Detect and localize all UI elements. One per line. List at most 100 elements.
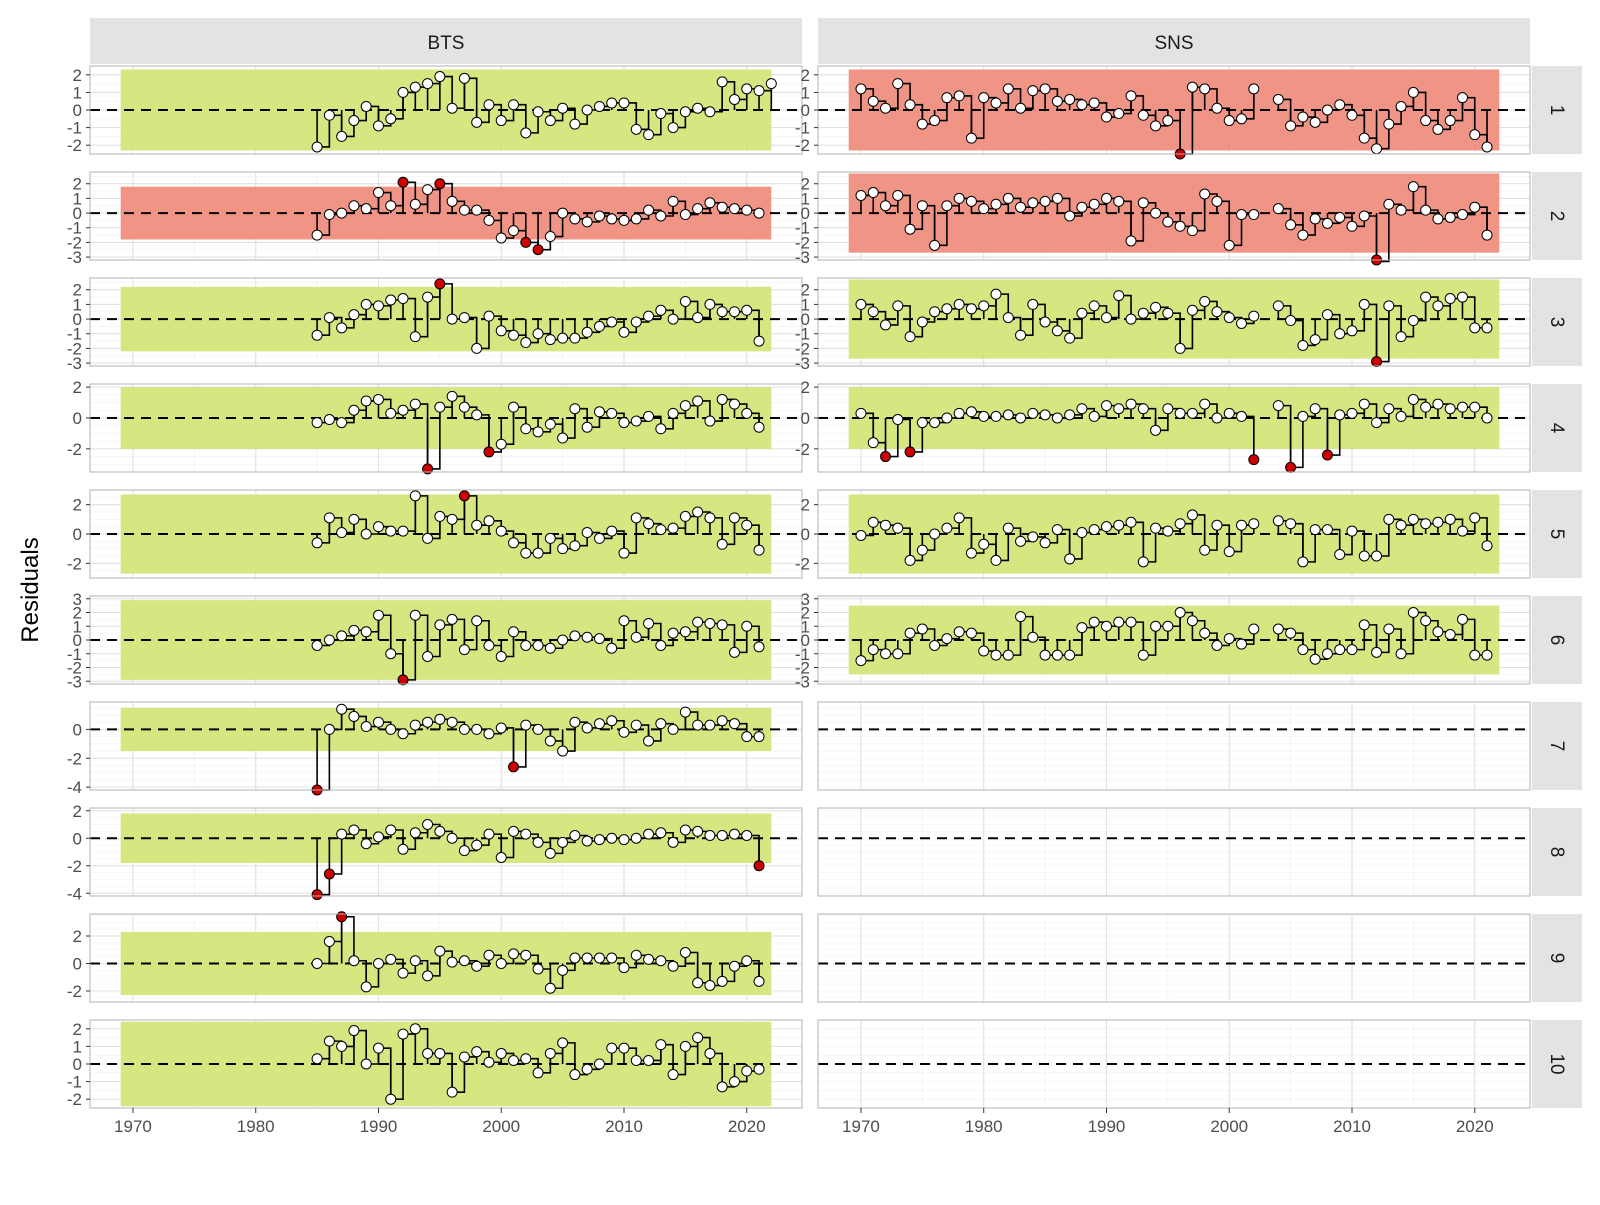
residual-point [569,952,581,964]
residual-point [1088,198,1100,210]
residual-point [348,624,360,636]
outlier-point [397,674,409,686]
panel-border [89,277,803,367]
outlier-point [904,446,916,458]
residual-point [953,512,965,524]
residual-point [1211,195,1223,207]
y-tick-label: 1 [73,189,82,208]
residual-point [495,722,507,734]
residual-point [397,86,409,98]
residual-point [1248,310,1260,322]
residual-point [1125,235,1137,247]
residual-point [532,328,544,340]
residual-point [855,298,867,310]
residual-point [1015,102,1027,114]
residual-point [495,325,507,337]
residual-point [385,113,397,125]
residual-point [618,615,630,627]
residual-point [1334,409,1346,421]
residual-point [1186,225,1198,237]
residual-point [483,310,495,322]
residual-point [1076,201,1088,213]
residual-point [655,423,667,435]
residual-point [311,417,323,429]
residual-point [855,655,867,667]
residual-point [965,195,977,207]
residual-point [520,828,532,840]
residual-point [569,630,581,642]
residual-point [532,723,544,735]
residual-point [397,1028,409,1040]
panel-sns-age8: 8 [817,807,1582,897]
residual-point [1334,328,1346,340]
residual-point [892,189,904,201]
residual-point [1076,99,1088,111]
residual-point [458,401,470,413]
residual-point [667,313,679,325]
residual-point [704,106,716,118]
x-tick-label: 1980 [965,1117,1003,1136]
residual-point [618,834,630,846]
residual-point [1223,312,1235,324]
residual-point [323,634,335,646]
residual-point [867,187,879,199]
residual-point [446,195,458,207]
residual-point [372,120,384,132]
residual-point [471,839,483,851]
residual-point [557,332,569,344]
residual-point [753,1063,765,1075]
y-tick-label: -1 [67,645,82,664]
residual-point [1444,115,1456,127]
y-tick-label: 0 [801,101,810,120]
residual-point [372,958,384,969]
residual-point [360,981,372,993]
residual-point [311,640,323,651]
residual-point [679,626,691,638]
residual-point [1285,315,1297,327]
residual-point [655,210,667,222]
row-strip [1532,66,1582,154]
residual-point [1002,192,1014,204]
panel-bts-age4: -2 0 2 [67,378,803,475]
y-tick-label: -2 [795,339,810,358]
residual-point [520,337,532,349]
residual-point [508,401,520,413]
panel-sns-age5: -2 0 2 5 [795,489,1582,579]
residual-point [1407,393,1419,405]
residual-point [1162,216,1174,228]
residual-point [1456,291,1468,303]
y-tick-label: -2 [795,233,810,252]
residual-point [557,543,569,555]
residual-point [1088,97,1100,109]
residual-point [1272,203,1284,215]
facet-label-bts: BTS [428,33,465,54]
residual-point [643,828,655,840]
residual-point [336,130,348,142]
residual-point [630,123,642,135]
residual-point [1371,417,1383,429]
residual-point [904,627,916,639]
residual-point [1125,516,1137,528]
residual-point [348,710,360,722]
residual-point [1211,519,1223,531]
residual-point [409,331,421,343]
residual-point [495,1047,507,1059]
residual-point [1371,550,1383,562]
residual-point [716,619,728,631]
residual-point [532,1067,544,1079]
residual-point [643,618,655,629]
residual-point [1051,412,1063,424]
outlier-point [483,446,495,458]
residual-point [446,102,458,114]
y-tick-label: 2 [801,175,810,194]
y-tick-label: -4 [67,778,82,797]
residual-point [692,977,704,989]
residual-point [1113,616,1125,628]
residual-point [544,982,556,994]
residual-point [1358,132,1370,144]
residual-point [1100,111,1112,123]
outlier-point [422,463,434,475]
residual-point [704,618,716,629]
residual-point [643,129,655,141]
